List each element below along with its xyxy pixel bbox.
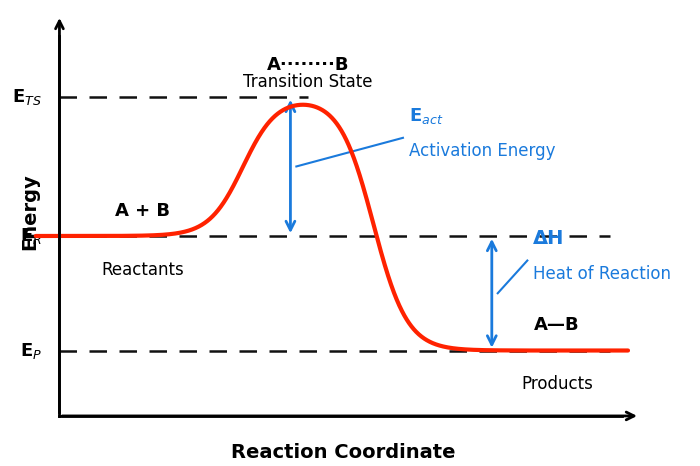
Text: ΔH: ΔH bbox=[533, 229, 565, 248]
Text: Activation Energy: Activation Energy bbox=[409, 142, 555, 160]
Text: Energy: Energy bbox=[20, 173, 39, 250]
Text: Reaction Coordinate: Reaction Coordinate bbox=[232, 443, 456, 462]
Text: Products: Products bbox=[521, 375, 593, 393]
Text: Heat of Reaction: Heat of Reaction bbox=[533, 265, 671, 282]
Text: E$_{act}$: E$_{act}$ bbox=[409, 106, 443, 125]
Text: Transition State: Transition State bbox=[244, 73, 373, 91]
Text: Reactants: Reactants bbox=[101, 260, 183, 279]
Text: E$_{R}$: E$_{R}$ bbox=[20, 226, 42, 246]
Text: A + B: A + B bbox=[115, 202, 170, 219]
Text: E$_{P}$: E$_{P}$ bbox=[20, 341, 42, 361]
Text: E$_{TS}$: E$_{TS}$ bbox=[12, 87, 42, 107]
Text: A—B: A—B bbox=[534, 316, 580, 334]
Text: A········B: A········B bbox=[267, 56, 349, 75]
